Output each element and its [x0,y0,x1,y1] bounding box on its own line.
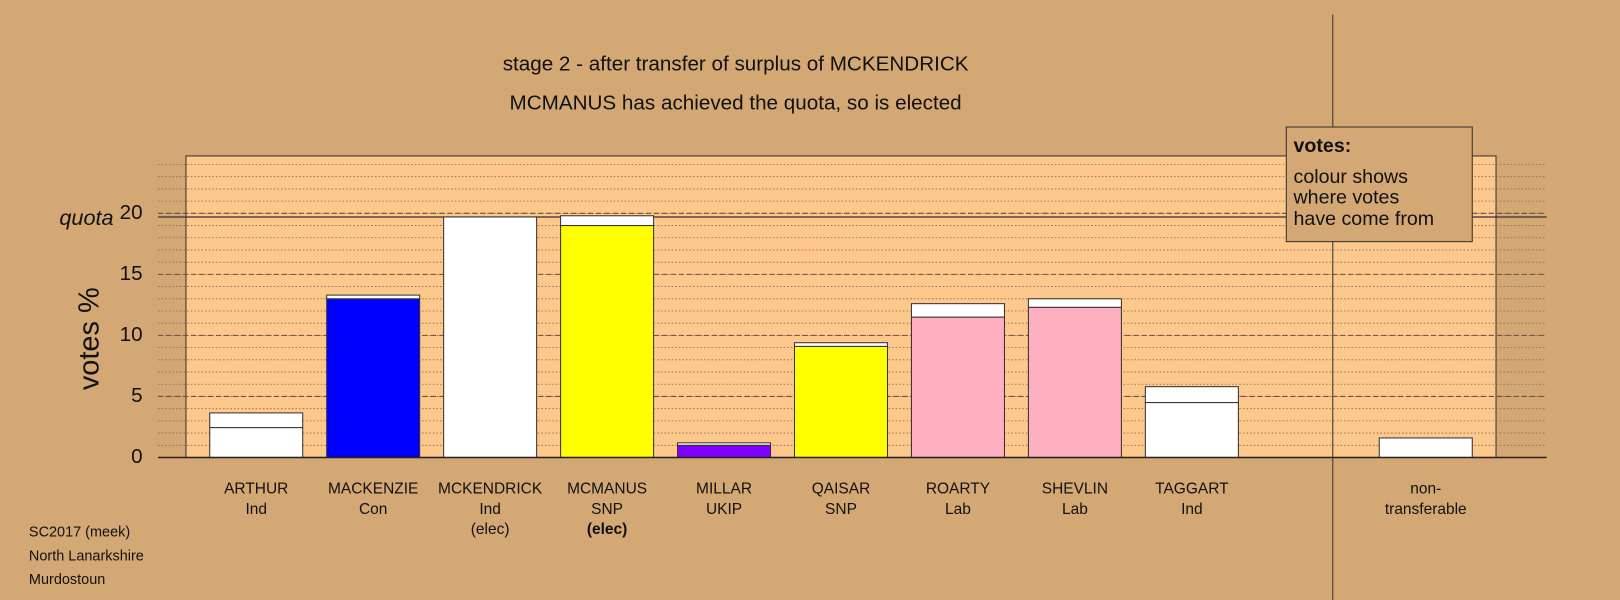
plot: 0 5 10 15 20 quota ARTHUR Ind MACKENZIE Con MCKEND… [59,164,1547,538]
legend-text: colour shows [1294,166,1409,188]
party-label: Lab [945,501,971,518]
x-tick-label: MCMANUS [567,481,647,498]
bar-segment [1144,386,1239,404]
x-tick-label: non- [1410,481,1441,498]
bar-segment [1027,306,1122,459]
chart-subtitle: MCMANUS has achieved the quota, so is el… [510,92,962,115]
x-tick-label: ROARTY [926,481,990,498]
bar-segment [1144,402,1239,459]
x-tick-label: QAISAR [812,481,871,498]
x-tick-label: MILLAR [696,481,752,498]
legend-text: where votes [1293,186,1400,208]
bar-segment [326,294,421,300]
party-label: Con [359,501,387,518]
party-label: UKIP [706,501,742,518]
legend-text: have come from [1294,208,1435,230]
bar-segment [209,427,304,459]
party-label: transferable [1385,501,1467,518]
status-label: (elec) [587,521,627,538]
y-tick-label: 15 [120,262,143,285]
x-tick-label: MACKENZIE [328,481,418,498]
bar-segment [910,316,1005,459]
party-label: Ind [245,501,267,518]
bar-segment [677,444,772,459]
x-tick-label: ARTHUR [224,481,288,498]
legend-title: votes: [1294,135,1352,157]
y-tick-label: 10 [120,323,143,346]
bar-segment [910,303,1005,318]
x-tick-label: TAGGART [1155,481,1229,498]
bar-segment [793,345,889,459]
bar-segment [326,298,421,459]
bar-segment [1378,437,1473,459]
legend-box [1285,126,1473,243]
bar-segment [1027,298,1122,308]
footer-line: SC2017 (meek) [29,525,130,541]
footer-line: Murdostoun [29,572,105,588]
bar-segment [560,225,655,459]
bar-segment [793,342,889,347]
bar-segment [677,442,772,446]
party-label: Ind [1181,501,1203,518]
y-tick-label: 0 [131,445,142,468]
party-label: Ind [479,501,501,518]
bar-segment [443,216,538,459]
bar-segment [209,412,304,429]
bar-segment [560,215,655,227]
x-tick-label: SHEVLIN [1042,481,1108,498]
y-axis-label: votes % [74,287,106,390]
quota-label: quota [59,205,113,230]
party-label: SNP [825,501,857,518]
y-tick-label: 20 [120,201,143,224]
y-tick-label: 5 [131,384,142,407]
status-label: (elec) [471,521,510,538]
x-tick-label: MCKENDRICK [438,481,543,498]
footer-line: North Lanarkshire [29,548,144,564]
party-label: SNP [591,501,623,518]
chart-title: stage 2 - after transfer of surplus of M… [503,53,969,76]
party-label: Lab [1062,501,1088,518]
